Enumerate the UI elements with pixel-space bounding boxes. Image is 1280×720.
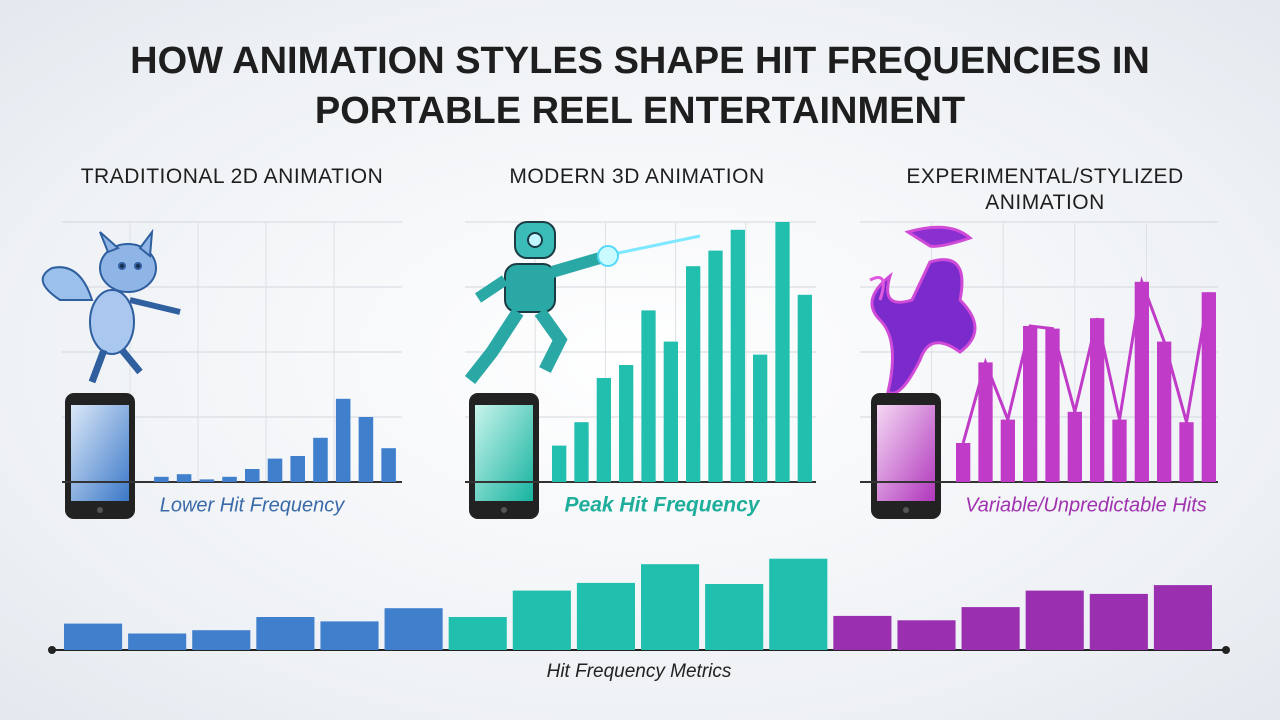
bar	[358, 417, 374, 482]
bar	[313, 437, 328, 482]
bar	[222, 476, 237, 482]
bar	[708, 250, 723, 482]
bar	[961, 607, 1020, 650]
page-title: HOW ANIMATION STYLES SHAPE HIT FREQUENCI…	[130, 40, 1150, 132]
robot-illustration	[464, 221, 701, 385]
bar	[897, 620, 956, 650]
caption: Lower Hit Frequency	[160, 494, 346, 516]
bar	[978, 362, 993, 482]
bar	[1023, 326, 1038, 482]
bar	[267, 458, 283, 482]
panel-title: MODERN 3D ANIMATION	[509, 165, 765, 188]
bar	[833, 615, 892, 650]
caption: Peak Hit Frequency	[565, 494, 761, 517]
bar	[199, 479, 215, 482]
bar	[256, 617, 315, 650]
bar	[730, 229, 745, 482]
bar	[1090, 318, 1105, 482]
axis-end	[48, 646, 56, 654]
phone-icon	[871, 393, 941, 519]
bar	[769, 558, 828, 650]
panel-title: EXPERIMENTAL/STYLIZED ANIMATION	[906, 165, 1184, 214]
bar	[1153, 585, 1212, 650]
stylized-figure-illustration	[869, 225, 977, 395]
x-axis-label: Hit Frequency Metrics	[547, 661, 732, 682]
fox-illustration	[41, 228, 181, 384]
bar	[154, 476, 169, 482]
bar	[245, 469, 260, 482]
bar	[797, 294, 812, 482]
bar	[663, 341, 678, 482]
axis-end	[1222, 646, 1230, 654]
bar	[128, 633, 187, 650]
bar	[574, 422, 589, 482]
caption: Variable/Unpredictable Hits	[965, 494, 1207, 516]
bar	[956, 443, 971, 482]
trend-line	[961, 275, 1211, 444]
bar	[384, 608, 443, 650]
bar	[448, 617, 507, 650]
bar	[753, 354, 768, 482]
bar	[641, 564, 700, 650]
bar	[576, 582, 635, 650]
bar	[1112, 419, 1127, 482]
phone-icon	[469, 393, 539, 519]
bar	[1000, 419, 1015, 482]
bar	[192, 630, 251, 650]
bar	[290, 456, 305, 482]
bar	[552, 445, 567, 482]
bar	[64, 623, 123, 650]
phone-icon	[65, 393, 135, 519]
bar	[176, 474, 192, 482]
bar	[381, 448, 396, 482]
panel-title: TRADITIONAL 2D ANIMATION	[80, 165, 384, 188]
bar	[705, 584, 764, 650]
bar	[1045, 328, 1060, 482]
bar	[775, 222, 790, 482]
bar	[1025, 590, 1084, 650]
bar	[1201, 292, 1216, 482]
bar	[686, 266, 701, 482]
bar	[1157, 341, 1172, 482]
bar	[1089, 593, 1148, 650]
bar	[641, 310, 656, 482]
bar	[512, 590, 571, 650]
bar	[1067, 411, 1082, 482]
bar	[1134, 281, 1149, 482]
bar	[619, 365, 634, 482]
bar	[335, 398, 351, 482]
bar	[1179, 422, 1194, 482]
bar	[596, 378, 611, 482]
bar	[320, 621, 379, 650]
